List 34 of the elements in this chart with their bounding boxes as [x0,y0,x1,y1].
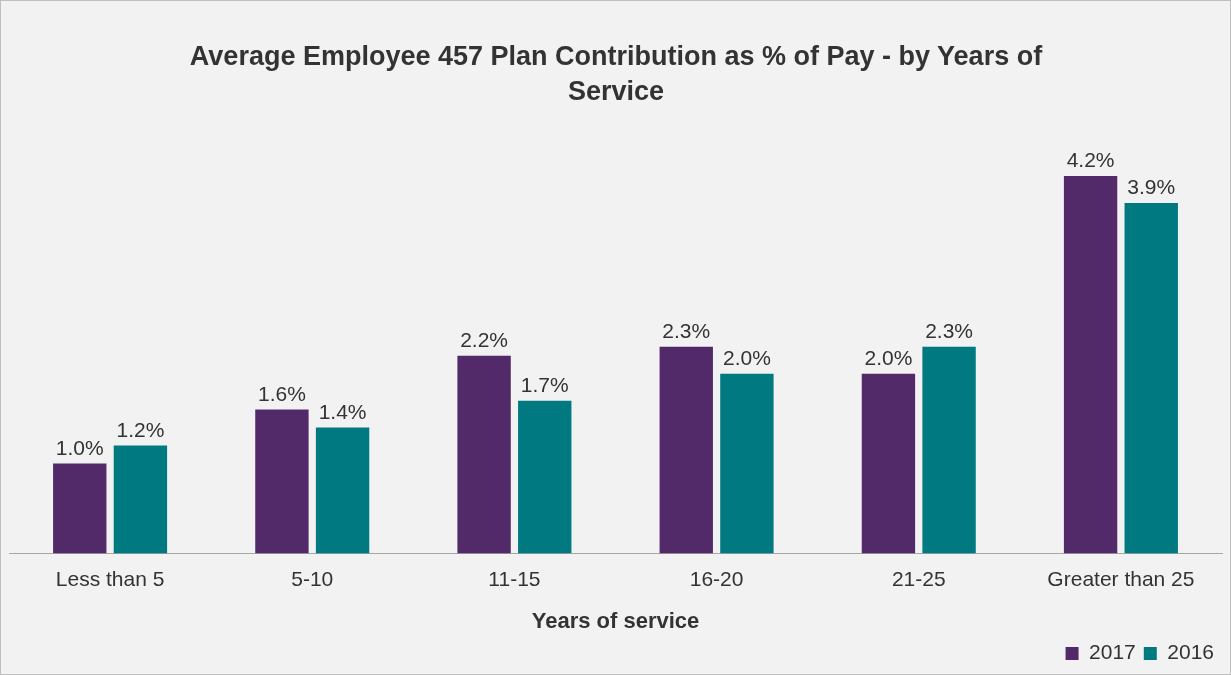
data-label: 4.2% [1066,148,1115,172]
data-label: 2.0% [722,345,771,369]
bar [255,409,309,554]
legend-label: 2017 [1089,640,1136,664]
x-tick-label: 16-20 [689,566,744,590]
data-label: 2.0% [864,345,913,369]
x-axis-title: Years of service [531,607,700,633]
bar [457,355,511,554]
bar [315,427,370,554]
bar [659,346,713,554]
legend-label: 2016 [1167,640,1214,664]
data-label: 1.7% [520,372,569,396]
data-label: 2.3% [925,319,974,342]
bar [518,400,572,554]
x-tick-label: Less than 5 [55,566,165,590]
bar [922,346,976,554]
data-label: 3.9% [1127,175,1176,199]
bar [113,445,168,554]
data-label: 1.2% [116,417,165,441]
bar [720,373,774,554]
chart-title: Average Employee 457 Plan Contribution as % of Pay - by Years of Service [188,40,1044,108]
data-label: 1.0% [55,435,104,459]
bar [861,373,916,554]
data-label: 1.4% [318,399,367,423]
bar [1124,202,1178,554]
data-label: 2.3% [662,319,711,342]
data-label: 2.2% [460,327,509,351]
x-tick-label: 21-25 [891,566,946,590]
data-label: 1.6% [257,381,306,405]
x-tick-label: 5-10 [291,566,334,590]
bar [53,463,107,554]
bar [1063,175,1118,554]
x-tick-label: Greater than 25 [1047,566,1195,590]
x-tick-label: 11-15 [488,566,541,590]
